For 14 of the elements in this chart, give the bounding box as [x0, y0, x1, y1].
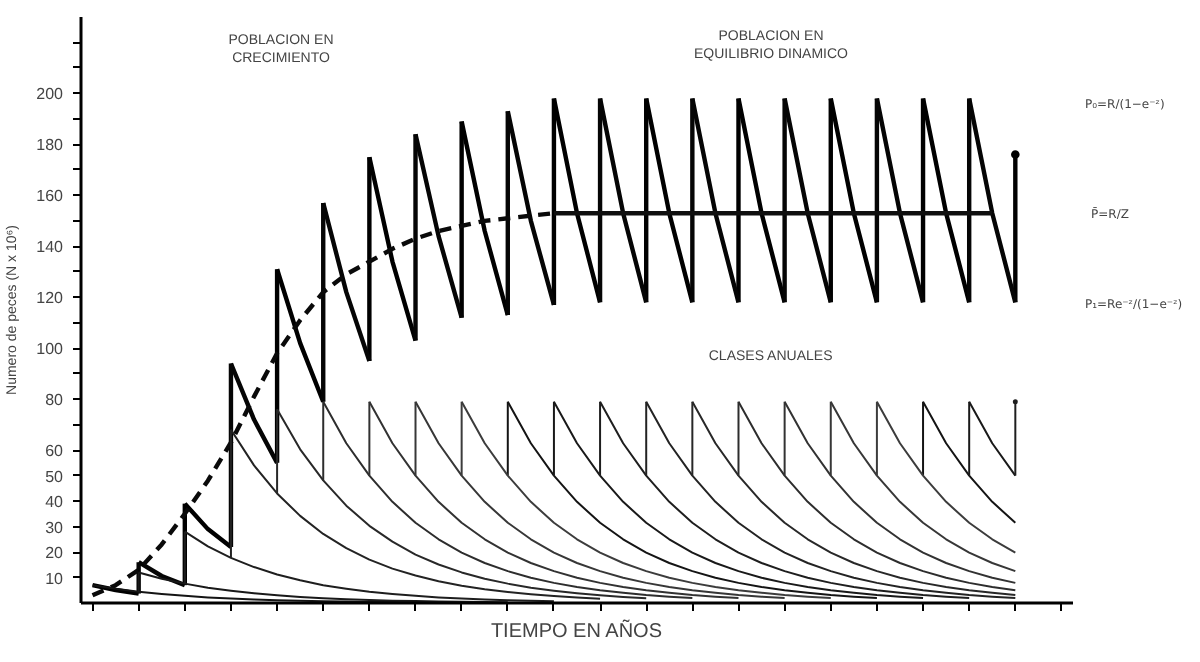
- y-tick-label: 80: [45, 391, 65, 410]
- y-tick-label: 160: [36, 187, 65, 206]
- y-tick-label: 140: [36, 238, 65, 257]
- y-tick-label: 120: [36, 289, 65, 308]
- y-tick-label: 60: [45, 442, 65, 461]
- y-tick-label: 20: [45, 544, 65, 563]
- y-tick-label: 200: [36, 85, 65, 104]
- y-tick-label: 40: [45, 493, 65, 512]
- y-tick-label: 100: [36, 340, 65, 359]
- x-axis-title: TIEMPO EN AÑOS: [490, 619, 663, 643]
- y-tick-label: 30: [45, 518, 65, 537]
- y-tick-label: 10: [45, 569, 65, 588]
- y-tick-label: 180: [36, 136, 65, 155]
- y-tick-label: 50: [45, 467, 65, 486]
